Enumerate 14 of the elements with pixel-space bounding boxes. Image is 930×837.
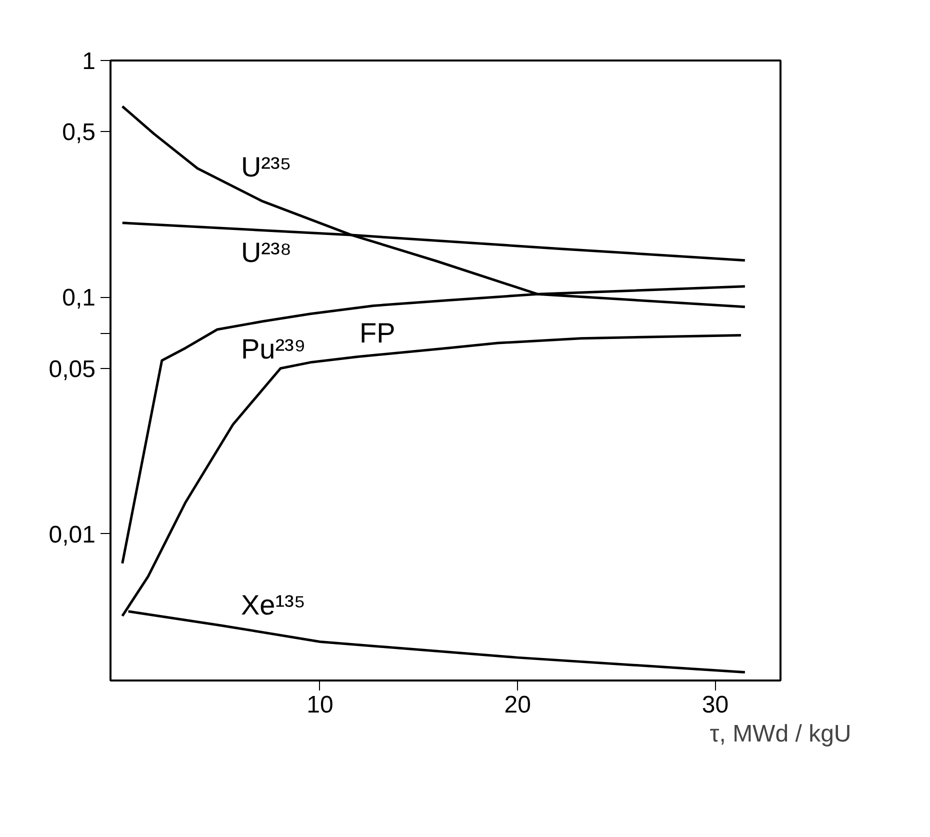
series-label: U²³⁸ xyxy=(240,237,292,268)
x-axis-title: τ, MWd / kgU xyxy=(710,720,852,748)
series-label: Xe¹³⁵ xyxy=(240,590,306,621)
y-tick-label: 1 xyxy=(82,48,96,75)
series-label: FP xyxy=(360,318,396,349)
y-tick-label: 0,05 xyxy=(48,356,96,383)
y-tick-label: 0,1 xyxy=(62,284,96,312)
y-tick-label: 0,5 xyxy=(62,119,96,146)
x-tick-label: 30 xyxy=(702,692,729,718)
y-tick-label: 0,01 xyxy=(48,521,96,548)
x-tick-label: 20 xyxy=(504,692,531,718)
series-label: U²³⁵ xyxy=(240,151,292,182)
series-label: Pu²³⁹ xyxy=(240,333,306,364)
x-tick-label: 10 xyxy=(306,692,334,718)
